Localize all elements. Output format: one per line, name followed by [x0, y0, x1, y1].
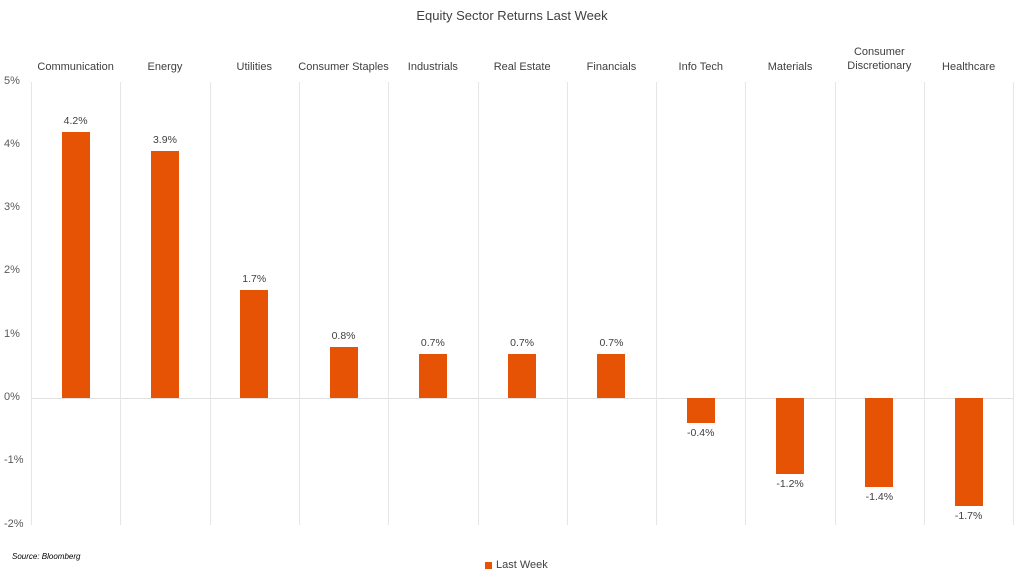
- data-label: 0.7%: [510, 336, 535, 349]
- bar: [776, 398, 805, 474]
- data-label: -0.4%: [687, 427, 715, 440]
- category-gridline: [299, 82, 300, 525]
- category-gridline: [120, 82, 121, 525]
- data-label: 3.9%: [152, 134, 177, 147]
- y-axis-tick: -2%: [4, 517, 24, 530]
- y-axis-tick: 3%: [4, 201, 20, 214]
- category-gridline: [31, 82, 32, 525]
- bar: [954, 398, 983, 506]
- legend-swatch: [485, 561, 492, 569]
- category-label: Real Estate: [493, 61, 551, 73]
- category-label: Healthcare: [942, 61, 996, 73]
- data-label: 0.7%: [420, 336, 445, 349]
- category-gridline: [388, 82, 389, 525]
- category-gridline: [835, 82, 836, 525]
- data-label: 0.7%: [599, 336, 624, 349]
- data-label: 0.8%: [331, 330, 356, 343]
- zero-baseline: [31, 398, 1014, 399]
- category-gridline: [1013, 82, 1014, 525]
- category-label: Utilities: [236, 61, 272, 73]
- y-axis-tick: 5%: [4, 74, 20, 87]
- chart-title: Equity Sector Returns Last Week: [416, 8, 608, 23]
- category-gridline: [924, 82, 925, 525]
- category-label: Consumer Staples: [298, 61, 389, 73]
- source-note: Source: Bloomberg: [12, 552, 81, 561]
- category-gridline: [656, 82, 657, 525]
- bar: [597, 353, 626, 398]
- legend-label: Last Week: [496, 559, 548, 571]
- category-label: Financials: [586, 61, 637, 73]
- bar: [329, 347, 358, 398]
- bar: [240, 290, 269, 398]
- category-label: Industrials: [407, 61, 458, 73]
- bar: [865, 398, 894, 487]
- bar: [508, 353, 537, 398]
- y-axis-tick: -1%: [4, 454, 24, 467]
- y-axis-tick: 2%: [4, 264, 20, 277]
- bar: [150, 151, 179, 398]
- category-label: Materials: [767, 61, 813, 73]
- category-label: Info Tech: [678, 61, 723, 73]
- bar: [61, 132, 90, 398]
- category-label: Communication: [37, 61, 114, 73]
- category-gridline: [210, 82, 211, 525]
- y-axis-tick: 1%: [4, 327, 20, 340]
- data-label: -1.4%: [865, 490, 894, 503]
- bar: [686, 398, 715, 424]
- bar: [418, 353, 447, 398]
- y-axis-tick: 4%: [4, 137, 20, 150]
- y-axis-tick: 0%: [4, 391, 20, 403]
- category-label: Consumer Discretionary: [847, 46, 912, 72]
- category-gridline: [567, 82, 568, 525]
- data-label: 1.7%: [242, 273, 267, 286]
- category-gridline: [478, 82, 479, 525]
- data-label: -1.7%: [954, 509, 983, 522]
- category-label: Energy: [147, 61, 183, 73]
- legend: Last Week: [485, 559, 548, 571]
- category-gridline: [745, 82, 746, 525]
- data-label: 4.2%: [63, 115, 88, 128]
- data-label: -1.2%: [776, 477, 804, 490]
